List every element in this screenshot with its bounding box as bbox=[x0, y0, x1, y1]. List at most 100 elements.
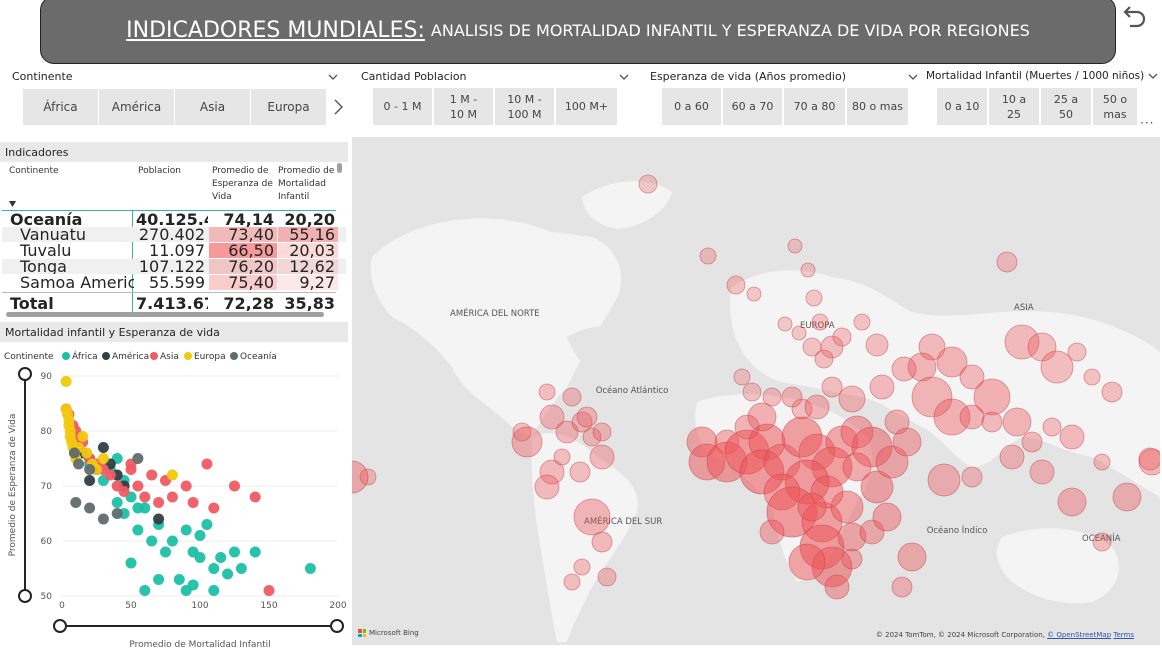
scatter-point[interactable] bbox=[132, 524, 144, 536]
country-bubble[interactable] bbox=[1092, 532, 1112, 552]
country-bubble[interactable] bbox=[832, 327, 852, 347]
country-bubble[interactable] bbox=[553, 448, 571, 466]
country-bubble[interactable] bbox=[563, 573, 581, 591]
country-bubble[interactable] bbox=[597, 567, 617, 587]
country-bubble[interactable] bbox=[824, 574, 850, 600]
country-bubble[interactable] bbox=[872, 502, 902, 532]
undo-icon[interactable] bbox=[1120, 2, 1148, 30]
table-row[interactable]: Tonga 107.122 76,20 12,62 bbox=[2, 259, 346, 274]
country-bubble[interactable] bbox=[746, 286, 762, 302]
scatter-point[interactable] bbox=[160, 546, 171, 558]
country-bubble[interactable] bbox=[869, 374, 895, 400]
scatter-point[interactable] bbox=[180, 585, 192, 596]
scatter-point[interactable] bbox=[201, 458, 213, 470]
country-bubble[interactable] bbox=[573, 558, 591, 576]
country-bubble[interactable] bbox=[1059, 424, 1085, 450]
continent-option-africa[interactable]: África bbox=[23, 89, 98, 125]
country-bubble[interactable] bbox=[555, 420, 579, 444]
country-bubble[interactable] bbox=[592, 422, 612, 442]
country-bubble[interactable] bbox=[726, 275, 746, 295]
x-zoom-handle-left[interactable] bbox=[53, 619, 67, 633]
chevron-right-icon[interactable] bbox=[332, 98, 344, 116]
life-expectancy-option-2[interactable]: 70 a 80 bbox=[784, 88, 845, 125]
country-bubble[interactable] bbox=[996, 251, 1018, 273]
country-bubble[interactable] bbox=[927, 463, 961, 497]
country-bubble[interactable] bbox=[781, 386, 803, 408]
chevron-down-icon[interactable] bbox=[328, 72, 338, 82]
scatter-point[interactable] bbox=[104, 469, 116, 481]
country-bubble[interactable] bbox=[837, 522, 867, 552]
country-bubble[interactable] bbox=[591, 531, 613, 553]
life-expectancy-option-0[interactable]: 0 a 60 bbox=[662, 88, 721, 125]
scatter-point[interactable] bbox=[215, 552, 227, 563]
table-row-total[interactable]: Total 7.413.672.933 72,28 35,83 bbox=[2, 296, 346, 311]
scatter-point[interactable] bbox=[73, 458, 85, 470]
country-bubble[interactable] bbox=[860, 470, 894, 504]
country-bubble[interactable] bbox=[891, 576, 913, 598]
country-bubble[interactable] bbox=[838, 385, 866, 413]
scatter-point[interactable] bbox=[173, 574, 185, 585]
population-option-2[interactable]: 10 M - 100 M bbox=[495, 88, 554, 125]
country-bubble[interactable] bbox=[841, 548, 863, 570]
country-bubble[interactable] bbox=[859, 519, 885, 545]
country-bubble[interactable] bbox=[1002, 407, 1032, 437]
scatter-point[interactable] bbox=[166, 491, 178, 503]
scatter-point[interactable] bbox=[111, 508, 123, 519]
scatter-point[interactable] bbox=[180, 524, 192, 536]
country-bubble[interactable] bbox=[804, 394, 830, 420]
scatter-point[interactable] bbox=[68, 447, 80, 459]
country-bubble[interactable] bbox=[961, 466, 983, 488]
scatter-point[interactable] bbox=[208, 502, 220, 514]
scatter-point[interactable] bbox=[132, 502, 144, 514]
scatter-point[interactable] bbox=[84, 475, 96, 486]
country-bubble[interactable] bbox=[1112, 482, 1142, 512]
legend-item[interactable]: Europa bbox=[194, 352, 226, 362]
table-row-group[interactable]: Oceanía 40.125.451 74,14 20,20 bbox=[2, 212, 346, 227]
legend-item[interactable]: América bbox=[112, 351, 149, 362]
scatter-point[interactable] bbox=[97, 453, 109, 464]
scatter-point[interactable] bbox=[263, 585, 275, 596]
country-bubble[interactable] bbox=[352, 460, 369, 494]
scatter-point[interactable] bbox=[125, 557, 137, 569]
country-bubble[interactable] bbox=[821, 376, 843, 398]
table-horizontal-scrollbar[interactable] bbox=[6, 312, 324, 317]
country-bubble[interactable] bbox=[787, 238, 803, 254]
country-bubble[interactable] bbox=[973, 378, 1011, 416]
country-bubble[interactable] bbox=[1057, 487, 1087, 517]
country-bubble[interactable] bbox=[791, 325, 807, 341]
country-bubble[interactable] bbox=[734, 414, 760, 440]
scatter-point[interactable] bbox=[153, 574, 165, 585]
scatter-point[interactable] bbox=[229, 480, 240, 492]
scatter-point[interactable] bbox=[208, 585, 220, 596]
scatter-point[interactable] bbox=[166, 535, 178, 547]
country-bubble[interactable] bbox=[853, 313, 871, 331]
country-bubble[interactable] bbox=[1101, 381, 1123, 403]
scatter-point[interactable] bbox=[118, 486, 130, 497]
country-bubble[interactable] bbox=[1042, 417, 1062, 437]
y-zoom-handle-top[interactable] bbox=[18, 367, 32, 381]
scatter-point[interactable] bbox=[194, 552, 206, 563]
scatter-point[interactable] bbox=[97, 513, 109, 525]
table-vertical-scrollbar[interactable] bbox=[337, 163, 342, 173]
country-bubble[interactable] bbox=[810, 475, 844, 509]
scatter-point[interactable] bbox=[249, 491, 261, 503]
more-options-icon[interactable]: ··· bbox=[1140, 116, 1155, 130]
country-bubble[interactable] bbox=[1004, 324, 1040, 360]
scatter-point[interactable] bbox=[229, 546, 240, 558]
chevron-down-icon[interactable] bbox=[908, 72, 918, 82]
country-bubble[interactable] bbox=[733, 368, 751, 386]
country-bubble[interactable] bbox=[1093, 453, 1111, 471]
mortality-slicer-header[interactable]: Mortalidad Infantil (Muertes / 1000 niño… bbox=[926, 70, 1158, 82]
country-bubble[interactable] bbox=[830, 490, 864, 524]
col-header-population[interactable]: Poblacion bbox=[138, 166, 182, 176]
scatter-point[interactable] bbox=[208, 563, 220, 574]
country-bubble[interactable] bbox=[538, 383, 556, 401]
scatter-point[interactable] bbox=[84, 464, 96, 475]
country-bubble[interactable] bbox=[511, 426, 543, 458]
scatter-point[interactable] bbox=[194, 530, 206, 541]
chevron-down-icon[interactable] bbox=[619, 72, 629, 82]
country-bubble[interactable] bbox=[638, 174, 658, 194]
country-bubble[interactable] bbox=[539, 404, 565, 430]
country-bubble[interactable] bbox=[911, 376, 953, 418]
scatter-point[interactable] bbox=[235, 563, 247, 574]
